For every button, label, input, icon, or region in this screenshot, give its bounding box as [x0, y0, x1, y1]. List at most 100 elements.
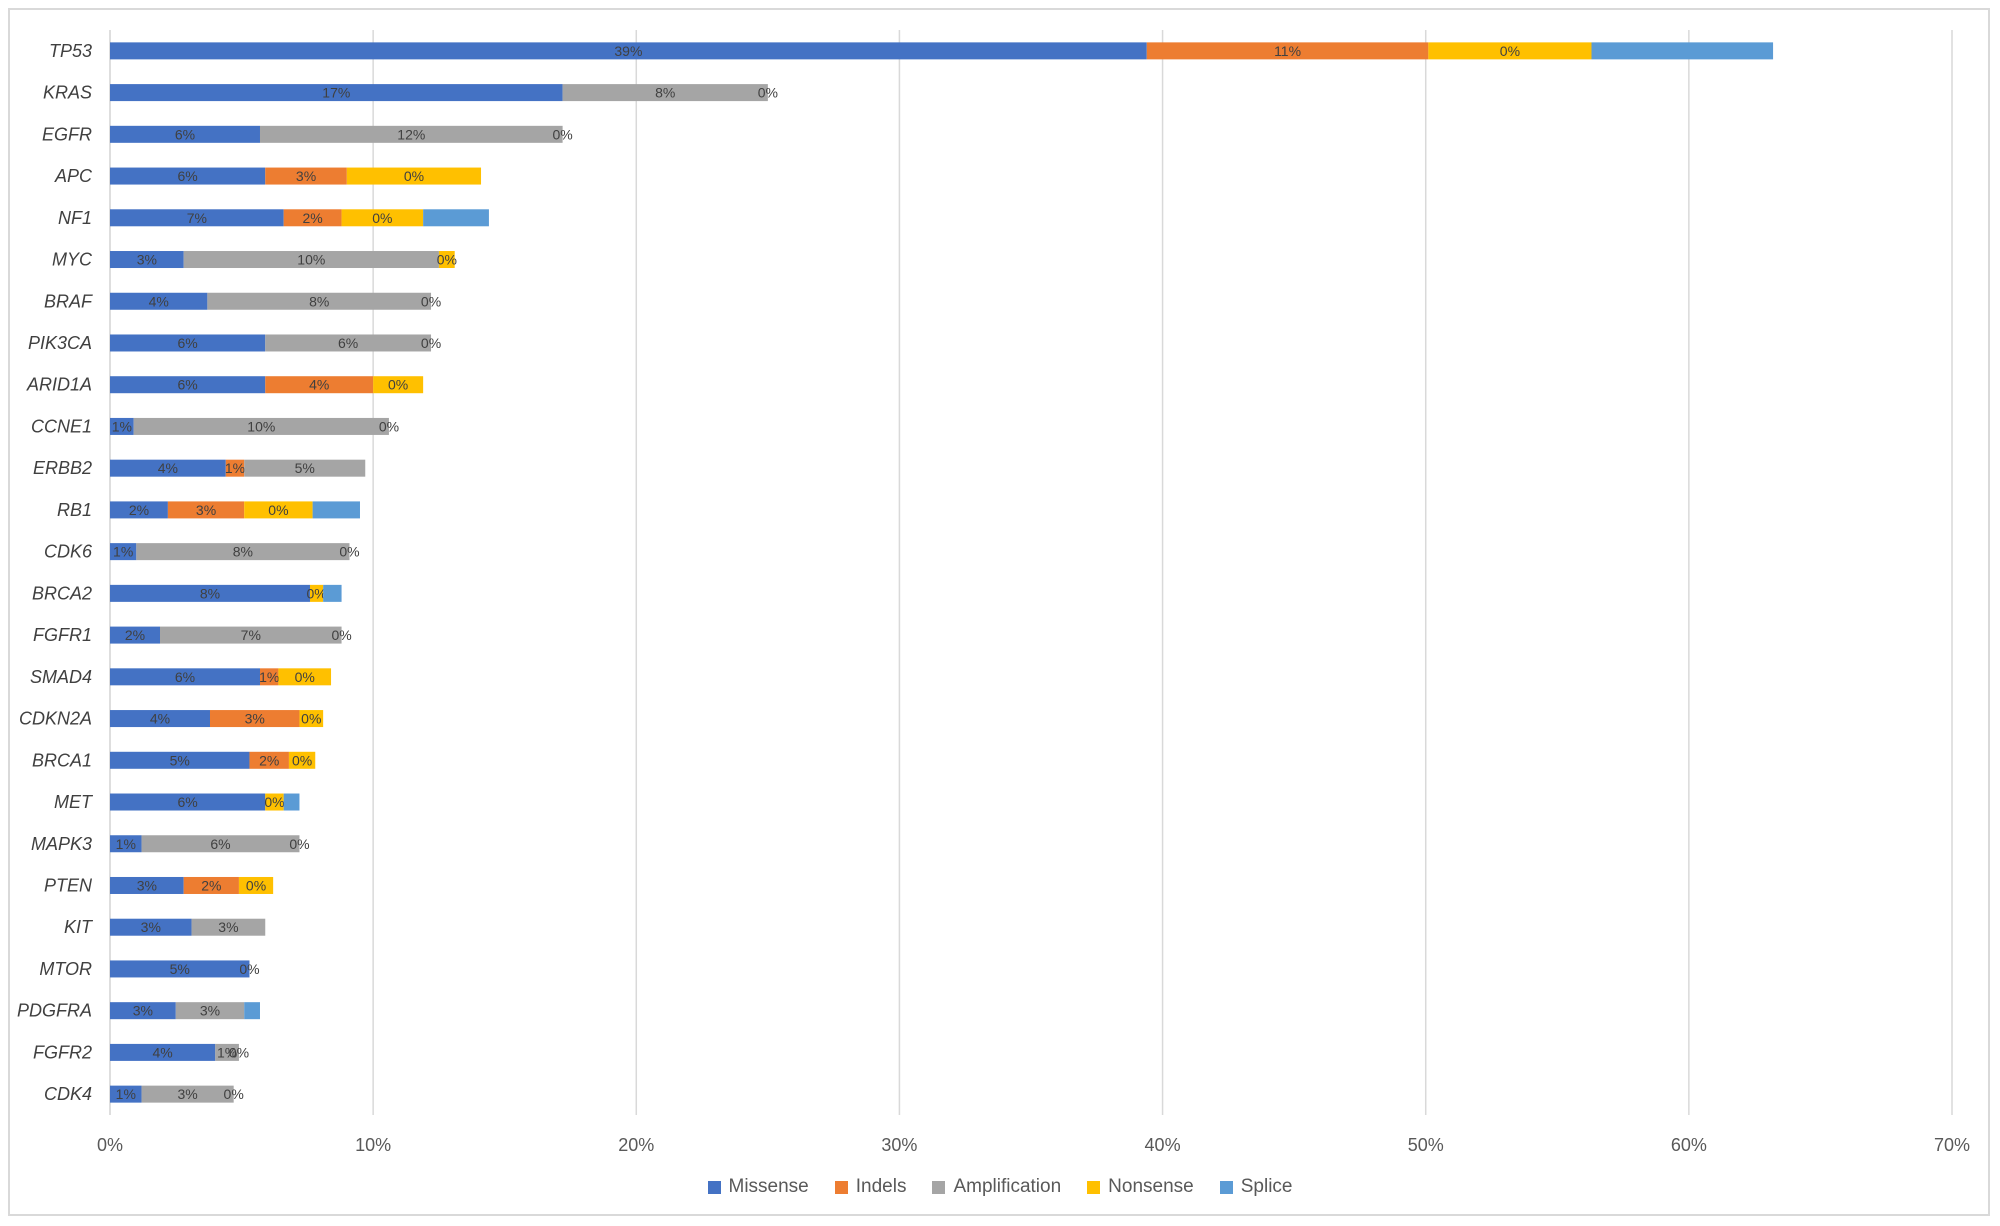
bar-segment-amplification	[141, 835, 300, 853]
data-label: 0%	[306, 585, 326, 601]
data-label: 6%	[175, 669, 195, 685]
category-label: FGFR1	[33, 625, 92, 645]
bar-segment-amplification	[183, 251, 439, 269]
data-label: 1%	[225, 460, 245, 476]
x-tick-label: 60%	[1671, 1135, 1707, 1155]
data-label: 0%	[289, 836, 309, 852]
data-label: 6%	[178, 377, 198, 393]
data-label: 7%	[187, 210, 207, 226]
category-label: ERBB2	[33, 458, 92, 478]
bar-segment-missense	[110, 251, 184, 269]
category-label: BRAF	[44, 291, 93, 311]
bar-segment-nonsense	[265, 793, 284, 811]
data-label: 0%	[239, 961, 259, 977]
bar-segment-missense	[110, 417, 134, 435]
bar-segment-nonsense	[341, 209, 424, 227]
bar-segment-missense	[110, 751, 250, 769]
bar-segment-splice	[244, 1002, 260, 1020]
data-label: 6%	[210, 836, 230, 852]
bar-segment-missense	[110, 125, 260, 143]
x-tick-label: 40%	[1145, 1135, 1181, 1155]
legend-item: Indels	[834, 1176, 907, 1198]
data-label: 3%	[196, 502, 216, 518]
bar-segment-amplification	[136, 543, 350, 561]
data-label: 0%	[339, 544, 359, 560]
data-label: 3%	[245, 711, 265, 727]
category-label: EGFR	[42, 124, 92, 144]
data-label: 8%	[309, 293, 329, 309]
bar-segment-indels	[167, 501, 245, 519]
data-label: 3%	[178, 1086, 198, 1102]
data-label: 6%	[178, 168, 198, 184]
data-label: 0%	[421, 293, 441, 309]
category-label: PIK3CA	[28, 333, 92, 353]
bar-segment-nonsense	[238, 876, 274, 894]
bar-segment-indels	[259, 668, 279, 686]
bar-segment-missense	[110, 626, 160, 644]
data-label: 4%	[150, 711, 170, 727]
bar-segment-missense	[110, 835, 142, 853]
category-label: MYC	[52, 250, 93, 270]
data-label: 6%	[178, 794, 198, 810]
category-label: CDK4	[44, 1084, 92, 1104]
bar-segment-nonsense	[288, 751, 316, 769]
data-label: 39%	[614, 43, 642, 59]
bar-segment-amplification	[244, 459, 366, 477]
data-label: 3%	[137, 252, 157, 268]
data-label: 1%	[113, 544, 133, 560]
bar-segment-amplification	[562, 84, 768, 102]
category-label: MTOR	[39, 959, 92, 979]
bar-segment-missense	[110, 376, 266, 394]
bar-segment-missense	[110, 876, 184, 894]
bar-segment-indels	[183, 876, 239, 894]
legend-label: Amplification	[953, 1176, 1062, 1197]
data-label: 1%	[112, 418, 132, 434]
category-label: PDGFRA	[17, 1001, 92, 1021]
data-label: 3%	[137, 877, 157, 893]
data-label: 0%	[246, 877, 266, 893]
data-label: 2%	[259, 752, 279, 768]
x-tick-label: 0%	[97, 1135, 123, 1155]
legend-label: Nonsense	[1108, 1176, 1194, 1197]
bar-segment-missense	[110, 668, 260, 686]
legend-swatch	[834, 1180, 848, 1194]
legend-label: Missense	[728, 1176, 809, 1197]
data-label: 3%	[200, 1003, 220, 1019]
bar-segment-amplification	[265, 334, 432, 352]
bar-segment-missense	[110, 1085, 142, 1103]
bar-segment-amplification	[215, 1043, 239, 1061]
data-label: 0%	[229, 1044, 249, 1060]
data-label: 0%	[331, 627, 351, 643]
bar-segment-nonsense	[346, 167, 482, 185]
legend-label: Indels	[855, 1176, 907, 1197]
bar-segment-amplification	[159, 626, 342, 644]
data-label: 4%	[153, 1044, 173, 1060]
data-label: 0%	[264, 794, 284, 810]
bar-segment-indels	[1146, 42, 1429, 60]
bar-segment-missense	[110, 1043, 216, 1061]
data-label: 5%	[170, 752, 190, 768]
bar-segment-amplification	[207, 292, 432, 310]
bar-segment-missense	[110, 209, 284, 227]
x-tick-label: 10%	[355, 1135, 391, 1155]
category-label: BRCA1	[32, 750, 92, 770]
bar-segment-missense	[110, 292, 208, 310]
data-label: 0%	[404, 168, 424, 184]
x-tick-label: 20%	[618, 1135, 654, 1155]
data-label: 3%	[218, 919, 238, 935]
data-label: 0%	[295, 669, 315, 685]
bar-segment-missense	[110, 334, 266, 352]
category-label: CDK6	[44, 542, 93, 562]
category-label: BRCA2	[32, 583, 92, 603]
data-label: 4%	[309, 377, 329, 393]
bar-segment-missense	[110, 710, 210, 728]
bar-segment-missense	[110, 918, 192, 936]
data-label: 0%	[292, 752, 312, 768]
bar-segment-nonsense	[309, 584, 324, 602]
legend-item: Nonsense	[1087, 1176, 1194, 1198]
data-label: 0%	[388, 377, 408, 393]
bar-segment-splice	[1591, 42, 1774, 60]
x-tick-label: 30%	[881, 1135, 917, 1155]
category-label: APC	[54, 166, 93, 186]
